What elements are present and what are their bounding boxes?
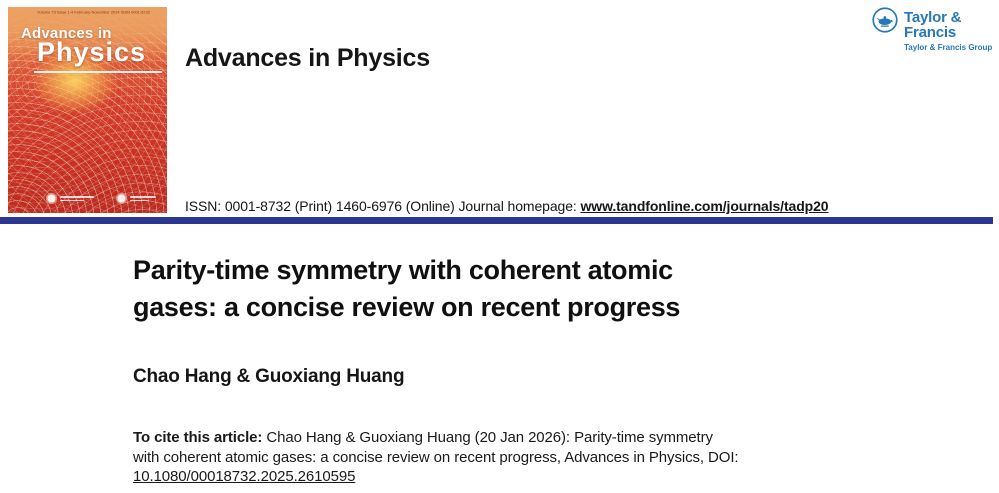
publisher-logo: Taylor & Francis Taylor & Francis Group (872, 7, 999, 52)
lamp-icon (872, 7, 898, 33)
cover-volume-line: Volume 73 Issue 1-4 February-November 20… (37, 11, 151, 15)
journal-cover-thumbnail: Volume 73 Issue 1-4 February-November 20… (8, 7, 167, 213)
article-authors: Chao Hang & Guoxiang Huang (133, 366, 405, 387)
cover-journal-title-line1: Advances in (21, 25, 112, 42)
cite-label: To cite this article: (133, 429, 263, 446)
cover-publisher-logo-right (116, 193, 156, 204)
emblem-icon (116, 193, 127, 204)
article-title-line1: Parity-time symmetry with coherent atomi… (133, 255, 673, 285)
cover-publisher-logo-left (46, 193, 94, 204)
article-title-line2: gases: a concise review on recent progre… (133, 292, 681, 322)
journal-name: Advances in Physics (185, 44, 430, 72)
publisher-name: Taylor & Francis (904, 9, 962, 41)
cite-line2: with coherent atomic gases: a concise re… (133, 448, 739, 466)
doi-link[interactable]: 10.1080/00018732.2025.2610595 (133, 468, 356, 485)
cite-line1: Chao Hang & Guoxiang Huang (20 Jan 2026)… (262, 429, 713, 446)
lamp-icon (46, 193, 57, 204)
divider-bar (0, 217, 993, 224)
cover-footer-logos (8, 193, 167, 207)
article-title: Parity-time symmetry with coherent atomi… (133, 252, 680, 326)
cover-title-underline (34, 71, 162, 73)
cover-journal-title-line2: Physics (37, 37, 147, 67)
issn-text: ISSN: 0001-8732 (Print) 1460-6976 (Onlin… (185, 198, 581, 214)
citation-block: To cite this article: Chao Hang & Guoxia… (133, 428, 739, 487)
journal-homepage-link[interactable]: www.tandfonline.com/journals/tadp20 (580, 198, 829, 214)
publisher-group: Taylor & Francis Group (904, 43, 993, 52)
issn-homepage-line: ISSN: 0001-8732 (Print) 1460-6976 (Onlin… (185, 198, 829, 214)
